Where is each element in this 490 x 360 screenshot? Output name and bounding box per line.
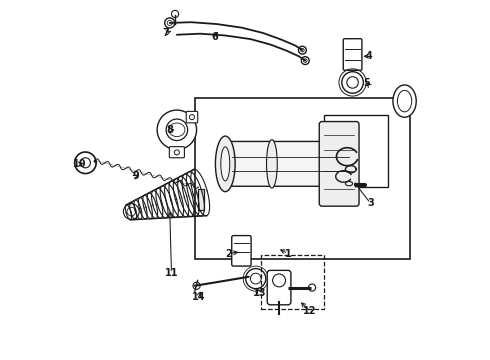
Circle shape (298, 46, 306, 54)
Circle shape (245, 269, 266, 289)
Bar (324, 116, 389, 187)
Text: 5: 5 (364, 78, 370, 88)
Text: 9: 9 (132, 171, 139, 181)
Circle shape (172, 10, 179, 18)
Text: 2: 2 (225, 248, 232, 258)
Text: 3: 3 (367, 198, 374, 208)
Text: 7: 7 (163, 28, 170, 38)
Text: 1: 1 (285, 248, 292, 258)
Bar (261, 255, 324, 309)
Text: 14: 14 (192, 292, 205, 302)
Bar (195, 98, 410, 259)
FancyBboxPatch shape (343, 39, 362, 70)
Text: 11: 11 (165, 268, 178, 278)
Circle shape (301, 57, 309, 64)
Text: 6: 6 (211, 32, 218, 41)
FancyBboxPatch shape (232, 235, 251, 266)
FancyBboxPatch shape (319, 122, 359, 206)
Ellipse shape (216, 136, 235, 192)
Ellipse shape (221, 147, 230, 181)
Text: 12: 12 (303, 306, 317, 316)
Circle shape (165, 18, 175, 28)
Circle shape (193, 282, 200, 289)
Circle shape (157, 110, 196, 149)
Text: 8: 8 (166, 125, 173, 135)
Text: 13: 13 (252, 288, 266, 298)
Text: 4: 4 (366, 51, 372, 61)
Ellipse shape (393, 85, 416, 117)
Circle shape (123, 204, 139, 220)
Text: 10: 10 (74, 159, 87, 169)
FancyBboxPatch shape (170, 147, 184, 158)
Ellipse shape (267, 140, 277, 188)
Circle shape (309, 284, 316, 291)
Bar (198, 189, 204, 211)
FancyBboxPatch shape (186, 111, 197, 123)
FancyBboxPatch shape (220, 141, 358, 186)
Circle shape (74, 152, 96, 174)
Circle shape (342, 72, 364, 93)
FancyBboxPatch shape (267, 270, 291, 305)
